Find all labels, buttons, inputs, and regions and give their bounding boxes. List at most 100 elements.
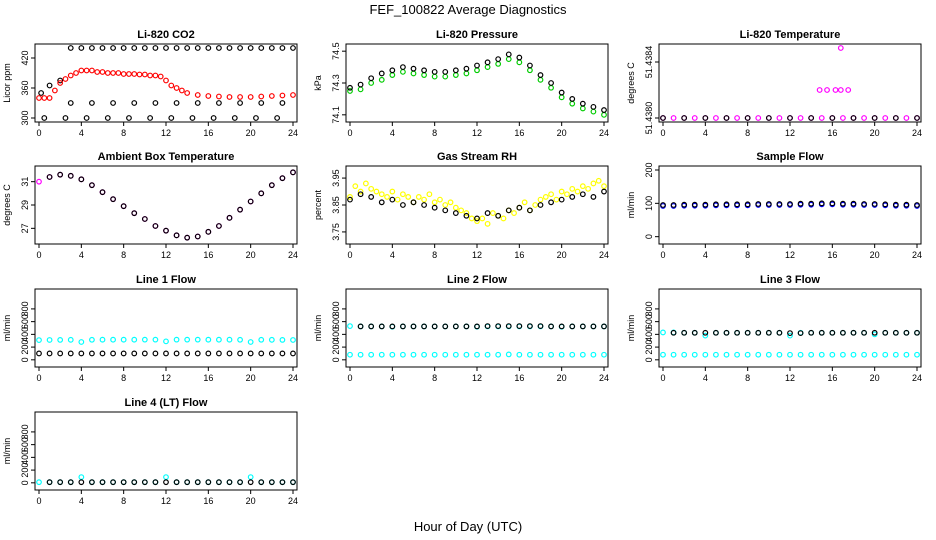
data-point bbox=[152, 45, 159, 51]
data-point bbox=[840, 351, 846, 358]
data-point bbox=[226, 336, 233, 343]
data-point bbox=[258, 479, 265, 486]
data-point bbox=[99, 45, 106, 51]
data-point bbox=[442, 73, 449, 80]
data-point bbox=[914, 115, 920, 121]
data-point bbox=[468, 215, 475, 222]
data-point bbox=[537, 323, 544, 329]
data-point bbox=[279, 45, 286, 51]
data-point bbox=[595, 177, 602, 184]
data-point bbox=[46, 350, 53, 357]
data-point bbox=[495, 323, 502, 329]
x-tick-label: 20 bbox=[246, 496, 256, 506]
data-point bbox=[818, 115, 825, 121]
series-2 bbox=[660, 200, 920, 208]
plot-frame bbox=[658, 288, 922, 368]
data-point bbox=[104, 70, 111, 76]
x-tick-label: 20 bbox=[870, 373, 880, 383]
data-point bbox=[797, 330, 804, 336]
data-point bbox=[290, 350, 296, 357]
data-point bbox=[744, 115, 751, 121]
x-tick-label: 12 bbox=[472, 250, 482, 260]
data-point bbox=[152, 336, 159, 343]
series-2 bbox=[46, 169, 296, 241]
data-point bbox=[163, 45, 169, 51]
data-point bbox=[569, 100, 576, 107]
series-2 bbox=[660, 351, 920, 358]
y-axis-label: ml/min bbox=[626, 315, 636, 342]
data-point bbox=[585, 185, 592, 192]
y-tick-label: 800 bbox=[20, 301, 30, 316]
data-point bbox=[590, 180, 597, 187]
data-point bbox=[163, 479, 169, 486]
data-point bbox=[723, 351, 730, 358]
panel-title: Sample Flow bbox=[756, 151, 824, 163]
x-tick-label: 24 bbox=[912, 128, 922, 138]
plot-frame bbox=[345, 165, 609, 245]
data-point bbox=[46, 174, 53, 180]
data-point bbox=[247, 45, 254, 51]
data-point bbox=[495, 351, 502, 358]
data-point bbox=[290, 45, 296, 51]
data-point bbox=[808, 351, 815, 358]
series-1 bbox=[660, 45, 920, 121]
x-tick-label: 20 bbox=[870, 250, 880, 260]
data-point bbox=[579, 183, 586, 190]
data-point bbox=[115, 70, 122, 76]
data-point bbox=[765, 351, 772, 358]
data-point bbox=[776, 115, 783, 121]
x-tick-label: 4 bbox=[703, 373, 708, 383]
data-point bbox=[787, 201, 793, 207]
data-point bbox=[463, 210, 470, 216]
data-point bbox=[579, 100, 586, 107]
data-point bbox=[558, 89, 565, 96]
data-point bbox=[521, 199, 528, 206]
x-tick-label: 24 bbox=[599, 250, 609, 260]
data-point bbox=[120, 203, 127, 210]
panel-9: Line 3 Flow ml/min 0 4 8 12 16 20 24 0 20040060080… bbox=[626, 274, 922, 383]
data-point bbox=[484, 64, 491, 70]
x-tick-label: 0 bbox=[347, 128, 352, 138]
data-point bbox=[78, 350, 85, 357]
data-point bbox=[247, 350, 254, 357]
data-point bbox=[216, 479, 222, 486]
data-point bbox=[452, 204, 459, 211]
data-point bbox=[442, 323, 449, 330]
data-point bbox=[226, 479, 233, 486]
y-tick-label: 3.85 bbox=[331, 196, 341, 214]
data-point bbox=[110, 479, 116, 486]
data-point bbox=[797, 115, 804, 121]
data-point bbox=[152, 72, 159, 79]
data-point bbox=[824, 87, 830, 93]
data-point bbox=[378, 199, 385, 206]
data-point bbox=[89, 336, 95, 343]
data-point bbox=[702, 329, 709, 336]
data-point bbox=[226, 94, 233, 100]
data-point bbox=[216, 93, 222, 100]
series-1 bbox=[36, 336, 296, 345]
data-point bbox=[120, 350, 127, 357]
x-tick-label: 8 bbox=[745, 128, 750, 138]
data-point bbox=[247, 198, 254, 205]
data-point bbox=[431, 351, 438, 358]
x-tick-label: 24 bbox=[288, 496, 298, 506]
data-point bbox=[601, 111, 607, 118]
data-point bbox=[216, 350, 222, 357]
data-point bbox=[389, 72, 396, 78]
data-point bbox=[362, 180, 369, 187]
y-tick-label: 31 bbox=[20, 177, 30, 187]
panel-title: Line 2 Flow bbox=[447, 274, 507, 286]
x-tick-label: 4 bbox=[79, 496, 84, 506]
data-point bbox=[511, 210, 517, 216]
data-point bbox=[110, 100, 116, 106]
series-2 bbox=[660, 115, 920, 121]
data-point bbox=[527, 323, 533, 329]
data-point bbox=[702, 201, 709, 208]
data-point bbox=[818, 200, 825, 207]
data-point bbox=[892, 115, 899, 121]
data-point bbox=[290, 169, 296, 176]
data-point bbox=[141, 336, 148, 343]
data-point bbox=[569, 96, 576, 102]
x-tick-label: 0 bbox=[347, 250, 352, 260]
data-point bbox=[194, 350, 201, 357]
